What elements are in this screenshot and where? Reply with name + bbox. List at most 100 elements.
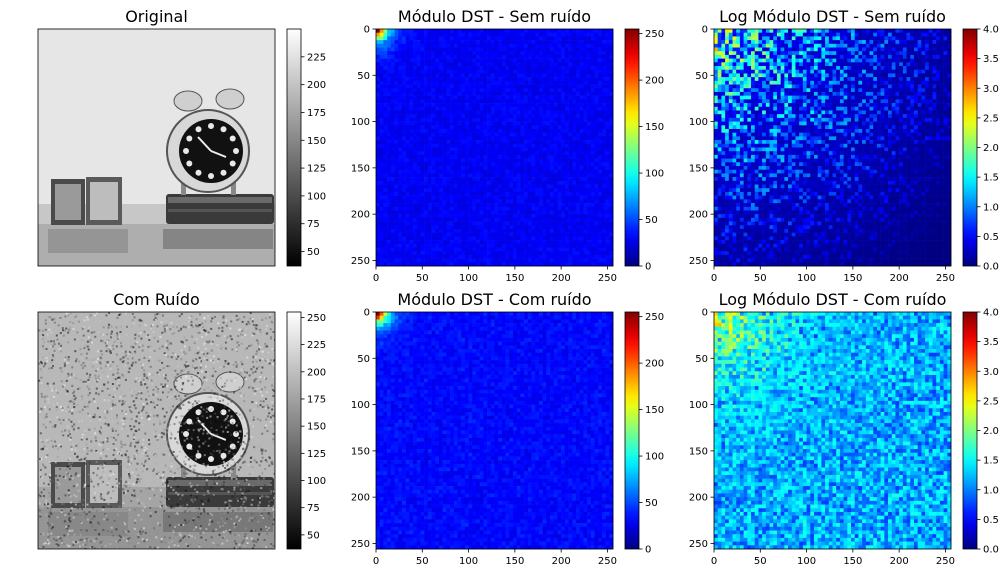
colorbar-tick-label-3-2: 100 bbox=[307, 476, 326, 487]
colorbar-tick-label-5-3: 1.5 bbox=[983, 456, 999, 467]
x-tick-label-5-1: 50 bbox=[754, 556, 767, 567]
colorbar-tick-label-4-4: 200 bbox=[645, 359, 664, 370]
colorbar-tick-label-0-7: 225 bbox=[307, 52, 326, 63]
y-tick-label-4-5: 250 bbox=[351, 539, 370, 550]
photo-image-3 bbox=[38, 312, 275, 549]
plot-frame-3 bbox=[37, 311, 276, 550]
x-tick-label-1-4: 200 bbox=[552, 273, 571, 284]
colorbar-tick-label-0-3: 125 bbox=[307, 164, 326, 175]
y-tick-label-2-2: 100 bbox=[689, 117, 708, 128]
x-tick-label-5-2: 100 bbox=[797, 556, 816, 567]
panel-title-4: Módulo DST - Com ruído bbox=[397, 290, 591, 309]
colorbar-tick-label-2-1: 0.5 bbox=[983, 232, 999, 243]
x-tick-label-1-5: 250 bbox=[598, 273, 617, 284]
x-tick-label-1-3: 150 bbox=[505, 273, 524, 284]
colorbar-2 bbox=[962, 28, 978, 267]
colorbar-tick-label-3-8: 250 bbox=[307, 313, 326, 324]
colorbar-tick-label-1-2: 100 bbox=[645, 169, 664, 180]
colorbar-tick-label-3-4: 150 bbox=[307, 422, 326, 433]
colorbar-tick-label-4-0: 0 bbox=[645, 545, 651, 556]
colorbar-tick-label-2-3: 1.5 bbox=[983, 173, 999, 184]
x-tick-label-4-1: 50 bbox=[416, 556, 429, 567]
colorbar-tick-label-2-0: 0.0 bbox=[983, 262, 999, 273]
x-tick-label-1-2: 100 bbox=[459, 273, 478, 284]
x-tick-label-4-2: 100 bbox=[459, 556, 478, 567]
colorbar-tick-label-0-1: 75 bbox=[307, 219, 320, 230]
colorbar-tick-label-3-1: 75 bbox=[307, 503, 320, 514]
colorbar-tick-label-3-5: 175 bbox=[307, 394, 326, 405]
y-tick-label-1-3: 150 bbox=[351, 163, 370, 174]
y-tick-label-5-5: 250 bbox=[689, 539, 708, 550]
colorbar-tick-label-2-5: 2.5 bbox=[983, 113, 999, 124]
colorbar-tick-label-2-8: 4.0 bbox=[983, 25, 999, 36]
colorbar-tick-label-5-2: 1.0 bbox=[983, 485, 999, 496]
colorbar-tick-label-1-0: 0 bbox=[645, 262, 651, 273]
y-tick-label-2-4: 200 bbox=[689, 210, 708, 221]
y-tick-label-4-0: 0 bbox=[364, 308, 370, 319]
colorbar-3 bbox=[286, 311, 302, 550]
colorbar-4 bbox=[624, 311, 640, 550]
colorbar-tick-label-2-2: 1.0 bbox=[983, 202, 999, 213]
photo-image-0 bbox=[38, 29, 275, 266]
colorbar-tick-label-3-3: 125 bbox=[307, 449, 326, 460]
plot-frame-0 bbox=[37, 28, 276, 267]
noise-overlay-3 bbox=[38, 312, 275, 549]
plot-frame-5 bbox=[713, 311, 952, 550]
plot-frame-4 bbox=[375, 311, 614, 550]
y-tick-label-1-1: 50 bbox=[357, 71, 370, 82]
plot-frame-1 bbox=[375, 28, 614, 267]
colorbar-tick-label-1-1: 50 bbox=[645, 215, 658, 226]
colorbar-tick-label-0-5: 175 bbox=[307, 108, 326, 119]
y-tick-label-1-2: 100 bbox=[351, 117, 370, 128]
y-tick-label-2-3: 150 bbox=[689, 163, 708, 174]
y-tick-label-2-5: 250 bbox=[689, 256, 708, 267]
x-tick-label-4-3: 150 bbox=[505, 556, 524, 567]
colorbar-tick-label-1-3: 150 bbox=[645, 122, 664, 133]
colorbar-tick-label-4-5: 250 bbox=[645, 312, 664, 323]
x-tick-label-2-0: 0 bbox=[711, 273, 717, 284]
y-tick-label-1-4: 200 bbox=[351, 210, 370, 221]
panel-title-0: Original bbox=[125, 7, 188, 26]
y-tick-label-5-2: 100 bbox=[689, 400, 708, 411]
colorbar-tick-label-4-1: 50 bbox=[645, 498, 658, 509]
y-tick-label-4-1: 50 bbox=[357, 354, 370, 365]
y-tick-label-4-3: 150 bbox=[351, 446, 370, 457]
x-tick-label-4-0: 0 bbox=[373, 556, 379, 567]
colorbar-tick-label-1-4: 200 bbox=[645, 76, 664, 87]
colorbar-1 bbox=[624, 28, 640, 267]
y-tick-label-5-4: 200 bbox=[689, 493, 708, 504]
colorbar-tick-label-4-3: 150 bbox=[645, 405, 664, 416]
panel-title-5: Log Módulo DST - Com ruído bbox=[719, 290, 947, 309]
x-tick-label-5-0: 0 bbox=[711, 556, 717, 567]
x-tick-label-5-3: 150 bbox=[843, 556, 862, 567]
heatmap-cells-2 bbox=[714, 29, 952, 267]
colorbar-tick-label-0-2: 100 bbox=[307, 191, 326, 202]
y-tick-label-1-0: 0 bbox=[364, 25, 370, 36]
colorbar-0 bbox=[286, 28, 302, 267]
colorbar-tick-label-5-6: 3.0 bbox=[983, 367, 999, 378]
x-tick-label-2-3: 150 bbox=[843, 273, 862, 284]
panel-title-2: Log Módulo DST - Sem ruído bbox=[719, 7, 946, 26]
panel-3: Com Ruído 50 75 100 125 150 175 200 225 250 bbox=[37, 290, 326, 550]
y-tick-label-2-0: 0 bbox=[702, 25, 708, 36]
y-tick-label-5-1: 50 bbox=[695, 354, 708, 365]
colorbar-tick-label-0-6: 200 bbox=[307, 80, 326, 91]
x-tick-label-2-5: 250 bbox=[936, 273, 955, 284]
y-tick-label-2-1: 50 bbox=[695, 71, 708, 82]
colorbar-tick-label-5-0: 0.0 bbox=[983, 545, 999, 556]
colorbar-5 bbox=[962, 311, 978, 550]
x-tick-label-4-5: 250 bbox=[598, 556, 617, 567]
x-tick-label-2-4: 200 bbox=[890, 273, 909, 284]
colorbar-tick-label-2-4: 2.0 bbox=[983, 143, 999, 154]
y-tick-label-4-2: 100 bbox=[351, 400, 370, 411]
x-tick-label-1-0: 0 bbox=[373, 273, 379, 284]
colorbar-tick-label-5-7: 3.5 bbox=[983, 337, 999, 348]
colorbar-tick-label-3-7: 225 bbox=[307, 340, 326, 351]
colorbar-tick-label-1-5: 250 bbox=[645, 29, 664, 40]
colorbar-tick-label-0-0: 50 bbox=[307, 247, 320, 258]
colorbar-tick-label-2-6: 3.0 bbox=[983, 84, 999, 95]
panel-title-3: Com Ruído bbox=[113, 290, 200, 309]
